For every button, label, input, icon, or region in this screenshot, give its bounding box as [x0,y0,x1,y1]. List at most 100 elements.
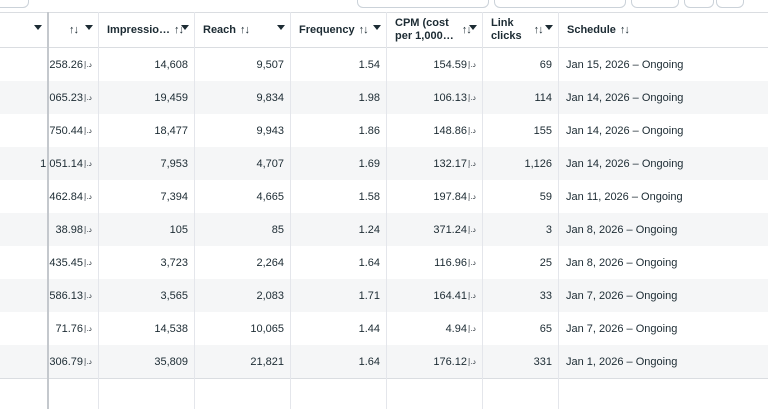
table-row[interactable]: 1,051.14 د.إ 7,953 4,707 1.69 132.17 د.إ 1,126 J… [0,147,768,180]
cell-value: Jan 14, 2026 – Ongoing [566,124,684,137]
table-row[interactable]: ,750.44 د.إ 18,477 9,943 1.86 148.86 د.إ 155 Jan… [0,114,768,147]
chevron-down-icon[interactable] [373,25,381,30]
toolbar-button[interactable] [716,0,744,8]
cell-value: 71.76 [55,322,83,335]
cell-value: ,750.44 [46,124,83,137]
cell-link-clicks: 114 [483,81,558,114]
currency-symbol: د.إ [467,93,476,102]
cell-value: 2,083 [256,289,284,302]
cell-cpm: 116.96 د.إ [387,246,482,279]
column-header-reach[interactable]: Reach ↑↓ [195,13,291,47]
column-header-impressions[interactable]: Impressio… ↑↓ [99,13,195,47]
column-header-frequency[interactable]: Frequency ↑↓ [291,13,387,47]
cell-frequency: 1.71 [291,279,386,312]
column-header-label-line1: CPM (cost [395,17,449,29]
toolbar-button[interactable] [0,0,29,8]
cell-link-clicks: 331 [483,345,558,378]
cell-impressions: 7,953 [99,147,194,180]
sort-icon[interactable]: ↑↓ [240,24,250,36]
cell-schedule: Jan 7, 2026 – Ongoing [559,312,768,345]
toolbar-button[interactable] [631,0,679,8]
sort-icon[interactable]: ↑↓ [461,24,472,36]
column-header-label: Impressio… [107,23,170,36]
cell-value: 132.17 [433,157,467,170]
cell-impressions: 3,723 [99,246,194,279]
ad-name-cell[interactable] [0,246,47,279]
cell-amount: 71.76 د.إ [49,312,98,345]
cell-value: 4.94 [445,322,467,335]
column-divider[interactable] [558,12,559,409]
cell-value: 106.13 [433,91,467,104]
toolbar-button[interactable] [357,0,489,8]
cell-reach: 9,507 [195,48,290,81]
cell-frequency: 1.69 [291,147,386,180]
ad-name-cell[interactable] [0,114,47,147]
table-row[interactable]: ,306.79 د.إ 35,809 21,821 1.64 176.12 د.إ 331 Ja… [0,345,768,378]
cell-value: Jan 15, 2026 – Ongoing [566,58,684,71]
sort-icon[interactable]: ↑↓ [619,24,630,36]
table-row[interactable]: ,258.26 د.إ 14,608 9,507 1.54 154.59 د.إ 69 Jan … [0,48,768,81]
column-header-schedule[interactable]: Schedule ↑↓ [559,13,768,47]
chevron-down-icon[interactable] [469,25,477,30]
sort-icon[interactable]: ↑↓ [173,24,184,36]
cell-value: Jan 1, 2026 – Ongoing [566,355,678,368]
column-header-name[interactable] [0,13,48,47]
cell-value: 14,538 [154,322,188,335]
toolbar-button[interactable] [494,0,626,8]
chevron-down-icon[interactable] [85,25,93,30]
cell-value: ,065.23 [46,91,83,104]
currency-symbol: د.إ [83,192,92,201]
cell-frequency: 1.64 [291,246,386,279]
cell-value: 14,608 [154,58,188,71]
cell-value: 69 [539,58,552,71]
cell-impressions: 14,538 [99,312,194,345]
ad-name-cell[interactable] [0,81,47,114]
cell-cpm: 132.17 د.إ [387,147,482,180]
column-divider[interactable] [194,12,195,409]
currency-symbol: د.إ [83,126,92,135]
ad-name-cell[interactable] [0,213,47,246]
cell-reach: 21,821 [195,345,290,378]
ad-name-cell[interactable] [0,48,47,81]
cell-value: 35,809 [154,355,188,368]
cell-reach: 9,834 [195,81,290,114]
table-footer [0,378,768,410]
cell-value: 2,264 [256,256,284,269]
cell-value: 435.45 [49,256,83,269]
table-header: ↑↓ Impressio… ↑↓ Reach ↑↓ Frequency ↑↓ C… [0,12,768,48]
toolbar-button[interactable] [684,0,714,8]
column-divider[interactable] [290,12,291,409]
cell-value: 164.41 [433,289,467,302]
table-row[interactable]: ,462.84 د.إ 7,394 4,665 1.58 197.84 د.إ 59 Jan 1… [0,180,768,213]
frozen-column-divider[interactable] [47,12,49,409]
sort-icon[interactable]: ↑↓ [533,24,544,36]
cell-value: Jan 7, 2026 – Ongoing [566,289,678,302]
chevron-down-icon[interactable] [34,25,42,30]
column-header-link-clicks[interactable]: Link clicks ↑↓ [483,13,559,47]
column-header-cpm[interactable]: CPM (cost per 1,000… ↑↓ [387,13,483,47]
cell-schedule: Jan 1, 2026 – Ongoing [559,345,768,378]
column-header-amount-spent[interactable]: ↑↓ [49,13,99,47]
column-divider[interactable] [482,12,483,409]
sort-icon[interactable]: ↑↓ [358,24,369,36]
cell-frequency: 1.64 [291,345,386,378]
chevron-down-icon[interactable] [545,25,553,30]
column-divider[interactable] [386,12,387,409]
table-row[interactable]: 586.13 د.إ 3,565 2,083 1.71 164.41 د.إ 33 Jan 7,… [0,279,768,312]
ad-name-cell[interactable] [0,312,47,345]
sort-icon[interactable]: ↑↓ [69,24,79,36]
chevron-down-icon[interactable] [181,25,189,30]
cell-reach: 2,083 [195,279,290,312]
cell-value: 9,507 [256,58,284,71]
chevron-down-icon[interactable] [277,25,285,30]
table-row[interactable]: ,065.23 د.إ 19,459 9,834 1.98 106.13 د.إ 114 Jan… [0,81,768,114]
cell-value: 1.71 [358,289,380,302]
table-row[interactable]: 435.45 د.إ 3,723 2,264 1.64 116.96 د.إ 25 Jan 8,… [0,246,768,279]
cell-value: 116.96 [434,256,467,269]
ad-name-cell[interactable] [0,345,47,378]
ad-name-cell[interactable] [0,279,47,312]
ad-name-cell[interactable] [0,180,47,213]
table-row[interactable]: 38.98 د.إ 105 85 1.24 371.24 د.إ 3 Jan 8, 2026 –… [0,213,768,246]
column-divider[interactable] [98,12,99,409]
table-row[interactable]: 71.76 د.إ 14,538 10,065 1.44 4.94 د.إ 65 Jan 7, … [0,312,768,345]
